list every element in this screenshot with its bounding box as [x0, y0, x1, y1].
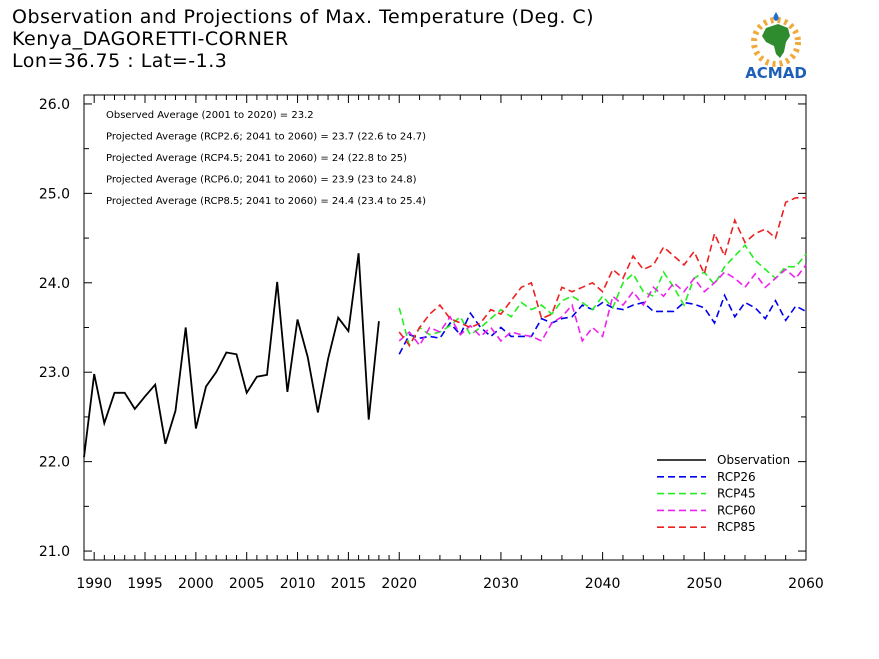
y-tick-label: 26.0	[39, 97, 70, 113]
y-tick-label: 21.0	[39, 544, 70, 560]
station-name: Kenya_DAGORETTI-CORNER	[12, 28, 289, 50]
legend-label-rcp45: RCP45	[717, 487, 756, 501]
x-tick-label: 2050	[686, 576, 722, 592]
logo-text: ACMAD	[745, 64, 807, 82]
legend: Observation RCP26 RCP45 RCP60 RCP85	[657, 453, 790, 534]
chart-title: Observation and Projections of Max. Temp…	[12, 6, 595, 28]
annotation-line: Projected Average (RCP6.0; 2041 to 2060)…	[106, 175, 417, 186]
acmad-logo: ACMAD	[745, 12, 807, 82]
series-line-rcp45	[398, 243, 807, 348]
x-tick-label: 1990	[76, 576, 112, 592]
annotation-line: Observed Average (2001 to 2020) = 23.2	[106, 110, 314, 121]
series-lines	[83, 197, 807, 458]
station-coordinates: Lon=36.75 : Lat=-1.3	[12, 50, 228, 72]
series-line-rcp26	[398, 293, 807, 355]
x-tick-label: 2000	[178, 576, 214, 592]
series-line-rcp60	[398, 264, 807, 347]
africa-map-logo-icon	[751, 12, 801, 67]
annotation-line: Projected Average (RCP2.6; 2041 to 2060)…	[106, 132, 426, 143]
legend-label-observation: Observation	[717, 453, 790, 467]
legend-label-rcp85: RCP85	[717, 520, 756, 534]
legend-label-rcp26: RCP26	[717, 470, 756, 484]
x-tick-label: 1995	[127, 576, 163, 592]
x-tick-label: 2040	[585, 576, 621, 592]
y-tick-label: 23.0	[39, 365, 70, 381]
plot-frame	[83, 94, 807, 561]
y-tick-label: 25.0	[39, 186, 70, 202]
x-tick-label: 2020	[381, 576, 417, 592]
x-tick-label: 2030	[483, 576, 519, 592]
x-tick-label: 2060	[788, 576, 824, 592]
legend-label-rcp60: RCP60	[717, 503, 756, 517]
chart-titles: Observation and Projections of Max. Temp…	[12, 6, 594, 72]
series-line-rcp85	[398, 197, 806, 347]
annotation-line: Projected Average (RCP4.5; 2041 to 2060)…	[106, 153, 407, 164]
series-line-observation	[83, 253, 380, 458]
x-tick-label: 2015	[331, 576, 367, 592]
x-tick-label: 2005	[229, 576, 265, 592]
annotation-line: Projected Average (RCP8.5; 2041 to 2060)…	[106, 196, 426, 207]
y-tick-label: 22.0	[39, 455, 70, 471]
y-tick-label: 24.0	[39, 276, 70, 292]
axes: 21.0 22.0 23.0 24.0 25.0 26.0 1990 1995 2000 2005…	[39, 95, 824, 592]
average-annotations: Observed Average (2001 to 2020) = 23.2 Pr…	[106, 110, 426, 207]
x-tick-label: 2010	[280, 576, 316, 592]
